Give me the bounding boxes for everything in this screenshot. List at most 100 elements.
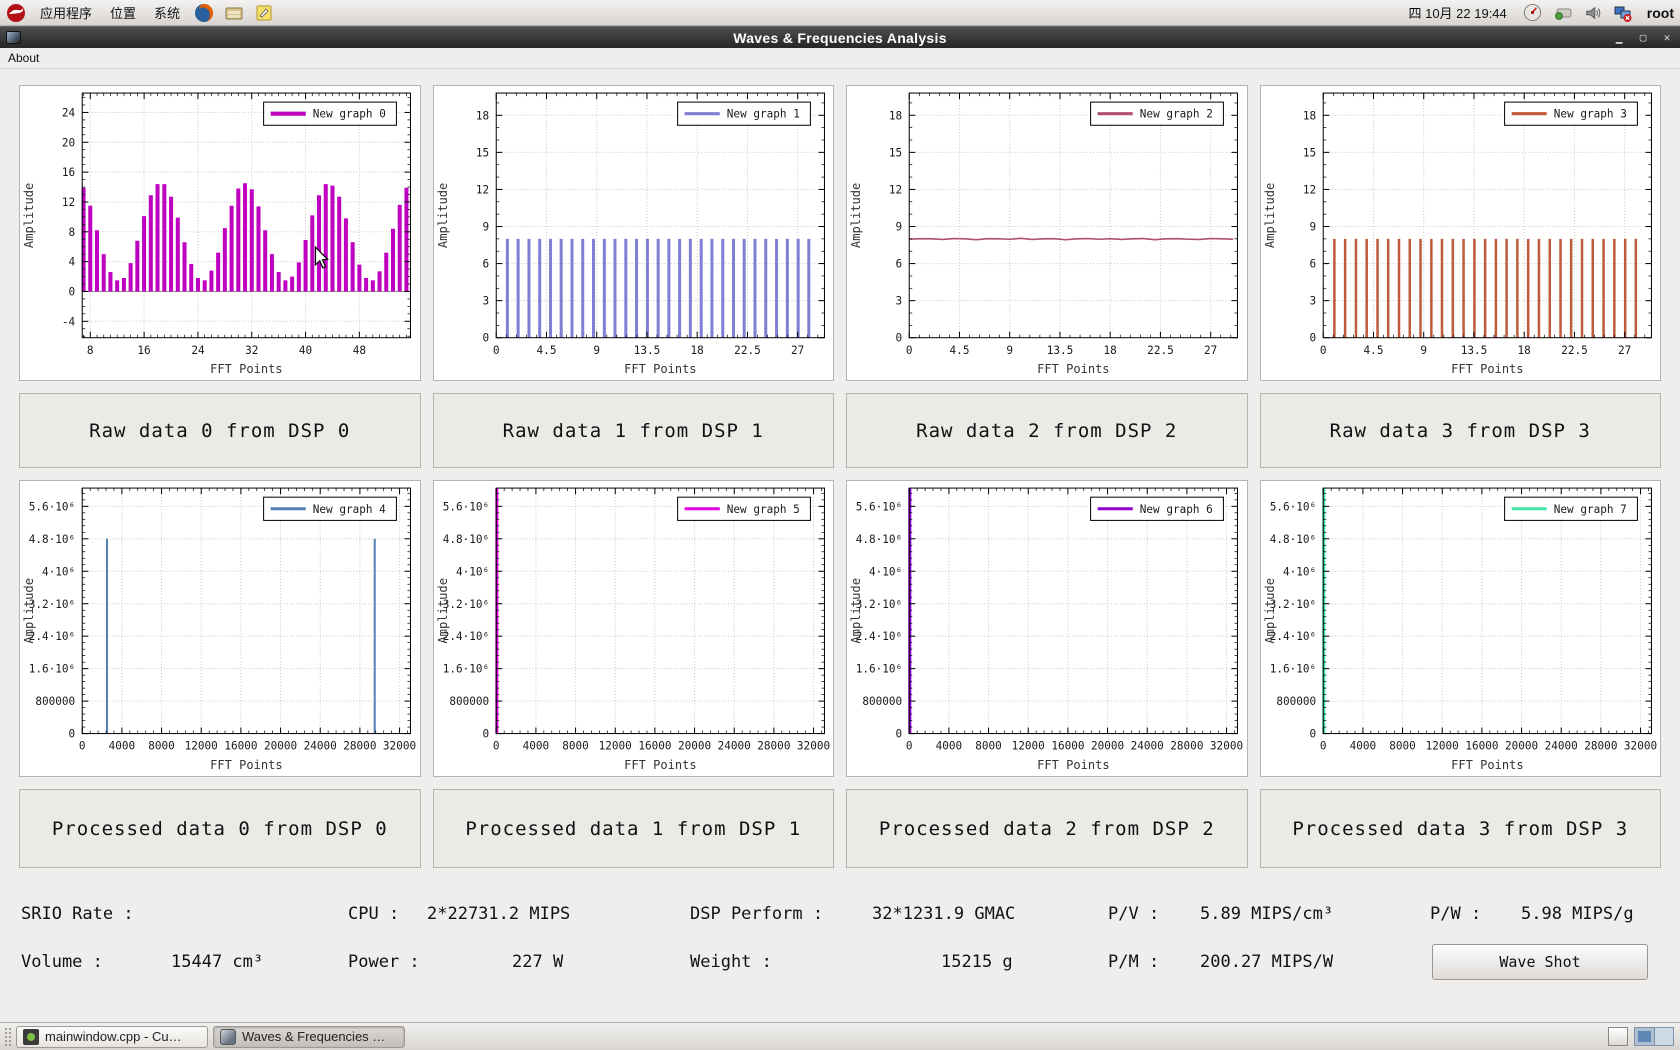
show-desktop-icon[interactable]	[1608, 1027, 1628, 1046]
svg-text:FFT Points: FFT Points	[1037, 758, 1109, 772]
caption-raw-0: Raw data 0 from DSP 0	[19, 393, 421, 468]
svg-text:Amplitude: Amplitude	[1263, 183, 1277, 248]
svg-text:22.5: 22.5	[734, 344, 761, 357]
svg-text:15: 15	[889, 146, 902, 159]
titlebar[interactable]: Waves & Frequencies Analysis ▁ ▢ ✕	[0, 26, 1680, 48]
svg-text:0: 0	[906, 344, 913, 357]
input-method-icon[interactable]	[1553, 3, 1573, 23]
svg-text:13.5: 13.5	[1047, 344, 1074, 357]
caption-processed-1: Processed data 1 from DSP 1	[432, 789, 834, 868]
svg-text:3.2·10⁶: 3.2·10⁶	[29, 598, 75, 611]
svg-text:3: 3	[482, 295, 489, 308]
minimize-button[interactable]: ▁	[1615, 31, 1623, 44]
svg-text:4000: 4000	[109, 740, 136, 753]
chart-processed-0[interactable]: 0 4000 8000 12000 16000 20000 24000 28000 32000 0…	[20, 481, 420, 776]
chart-processed-1[interactable]: 0 4000 8000 12000 16000 20000 24000 28000 32000 0…	[434, 481, 834, 776]
svg-text:20000: 20000	[1504, 740, 1537, 753]
svg-text:3.2·10⁶: 3.2·10⁶	[1269, 598, 1315, 611]
app-window: Waves & Frequencies Analysis ▁ ▢ ✕ About…	[0, 26, 1680, 1022]
network-status-icon[interactable]	[1613, 3, 1633, 23]
chart-card-raw-3: 0 4.5 9 13.5 18 22.5 27 0 3 6 9 12 15 18 Amplitude FFT …	[1259, 85, 1661, 381]
caption-text: Raw data 2 from DSP 2	[916, 419, 1178, 442]
svg-text:New graph 4: New graph 4	[313, 503, 386, 516]
chart-card-raw-1: 0 4.5 9 13.5 18 22.5 27 0 3 6 9 12 15 18 Amplitude FFT …	[432, 85, 834, 381]
svg-text:15: 15	[1302, 146, 1315, 159]
svg-text:800000: 800000	[1276, 695, 1316, 708]
menu-applications[interactable]: 应用程序	[40, 6, 93, 21]
svg-text:3.2·10⁶: 3.2·10⁶	[856, 598, 902, 611]
svg-text:FFT Points: FFT Points	[210, 362, 282, 376]
taskbar-grip[interactable]	[4, 1026, 12, 1047]
files-launcher-icon[interactable]	[224, 3, 244, 23]
chart-processed-3[interactable]: 0 4000 8000 12000 16000 20000 24000 28000 32000 0…	[1261, 481, 1661, 776]
svg-text:0: 0	[482, 728, 489, 741]
close-button[interactable]: ✕	[1663, 31, 1671, 44]
svg-text:12000: 12000	[1012, 740, 1045, 753]
svg-text:9: 9	[1420, 344, 1427, 357]
chart-processed-2[interactable]: 0 4000 8000 12000 16000 20000 24000 28000 32000 0…	[847, 481, 1247, 776]
svg-text:12000: 12000	[185, 740, 218, 753]
menu-system[interactable]: 系统	[154, 6, 181, 21]
workspace-switcher[interactable]	[1634, 1027, 1674, 1046]
caption-text: Raw data 0 from DSP 0	[89, 419, 351, 442]
svg-text:2.4·10⁶: 2.4·10⁶	[442, 630, 488, 643]
svg-text:1.6·10⁶: 1.6·10⁶	[856, 663, 902, 676]
chart-raw-1[interactable]: 0 4.5 9 13.5 18 22.5 27 0 3 6 9 12 15 18 Amplitude FFT …	[434, 86, 834, 380]
volume-label: Volume :	[21, 952, 103, 972]
system-monitor-icon[interactable]	[1523, 3, 1543, 23]
chart-raw-3[interactable]: 0 4.5 9 13.5 18 22.5 27 0 3 6 9 12 15 18 Amplitude FFT …	[1261, 86, 1661, 380]
volume-value: 15447 cm³	[171, 952, 264, 972]
svg-text:27: 27	[1204, 344, 1217, 357]
task-waves-app[interactable]: Waves & Frequencies …	[213, 1025, 405, 1048]
distro-menu-icon[interactable]	[6, 3, 26, 23]
svg-text:9: 9	[1309, 220, 1316, 233]
task-mainwindow[interactable]: mainwindow.cpp - Cu…	[16, 1025, 208, 1048]
svg-text:8000: 8000	[148, 740, 175, 753]
svg-text:800000: 800000	[449, 695, 489, 708]
power-value: 227 W	[512, 952, 564, 972]
window-icon	[6, 31, 21, 44]
svg-text:FFT Points: FFT Points	[210, 758, 282, 772]
svg-text:9: 9	[482, 220, 489, 233]
svg-text:New graph 6: New graph 6	[1140, 503, 1213, 516]
svg-text:24000: 24000	[717, 740, 750, 753]
current-user-label: root	[1646, 4, 1674, 21]
volume-icon[interactable]	[1583, 3, 1603, 23]
svg-text:-4: -4	[62, 315, 76, 328]
chart-card-raw-0: 8 16 24 32 40 48 -4 0 4 8 12 16 20 24 Amplitude FFT Poi…	[19, 85, 421, 381]
svg-text:12000: 12000	[598, 740, 631, 753]
wave-shot-button[interactable]: Wave Shot	[1432, 944, 1648, 980]
svg-text:3.2·10⁶: 3.2·10⁶	[442, 598, 488, 611]
svg-text:8000: 8000	[562, 740, 589, 753]
clock[interactable]: 四 10月 22 19:44	[1408, 6, 1507, 21]
menubar: About	[0, 48, 1680, 69]
chart-card-processed-0: 0 4000 8000 12000 16000 20000 24000 28000 32000 0…	[19, 480, 421, 777]
svg-text:800000: 800000	[35, 695, 75, 708]
caption-text: Processed data 2 from DSP 2	[878, 817, 1215, 840]
chart-card-processed-3: 0 4000 8000 12000 16000 20000 24000 28000 32000 0…	[1259, 480, 1661, 777]
maximize-button[interactable]: ▢	[1639, 31, 1647, 44]
svg-text:4000: 4000	[936, 740, 963, 753]
svg-text:4·10⁶: 4·10⁶	[869, 565, 902, 578]
svg-text:3: 3	[896, 295, 903, 308]
chart-raw-0[interactable]: 8 16 24 32 40 48 -4 0 4 8 12 16 20 24 Amplitude FFT Poi…	[20, 86, 420, 380]
svg-text:18: 18	[1517, 344, 1530, 357]
caption-text: Processed data 3 from DSP 3	[1292, 817, 1629, 840]
menu-about[interactable]: About	[8, 51, 40, 65]
svg-text:6: 6	[896, 258, 903, 271]
svg-text:New graph 7: New graph 7	[1553, 503, 1626, 516]
svg-text:16000: 16000	[1465, 740, 1498, 753]
svg-text:12: 12	[1302, 183, 1315, 196]
notes-launcher-icon[interactable]	[254, 3, 274, 23]
svg-text:5.6·10⁶: 5.6·10⁶	[856, 500, 902, 513]
firefox-launcher-icon[interactable]	[194, 3, 214, 23]
task-label: mainwindow.cpp - Cu…	[45, 1029, 182, 1044]
svg-text:16: 16	[137, 344, 150, 357]
svg-text:18: 18	[1302, 109, 1315, 122]
dsp-perform-label: DSP Perform :	[690, 904, 824, 924]
svg-text:20000: 20000	[264, 740, 297, 753]
menu-places[interactable]: 位置	[110, 6, 137, 21]
svg-text:18: 18	[1104, 344, 1117, 357]
svg-text:40: 40	[299, 344, 312, 357]
chart-raw-2[interactable]: 0 4.5 9 13.5 18 22.5 27 0 3 6 9 12 15 18 Amplitude FFT …	[847, 86, 1247, 380]
